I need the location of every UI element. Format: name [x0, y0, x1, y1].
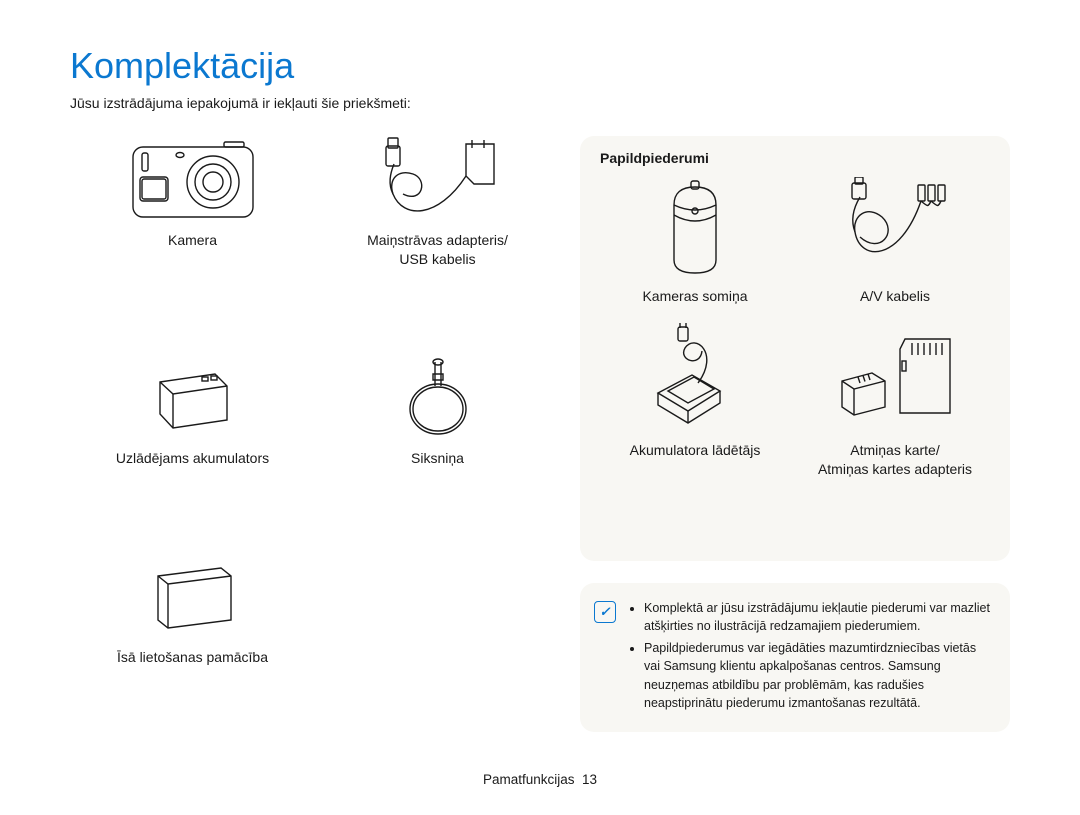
item-battery: Uzlādējams akumulators: [80, 354, 305, 533]
av-cable-label: A/V kabelis: [860, 287, 930, 306]
item-manual: Īsā lietošanas pamācība: [80, 553, 305, 732]
accessories-grid: Kameras somiņa: [600, 172, 990, 479]
acc-av-cable: A/V kabelis: [800, 172, 990, 306]
manual-label: Īsā lietošanas pamācība: [117, 648, 268, 667]
av-cable-icon: [840, 177, 950, 282]
included-items-grid: Kamera Maiņstrāvas adapteris/ USB kabe: [70, 136, 550, 732]
accessories-panel: Papildpiederumi: [580, 136, 1010, 561]
acc-memory-card: Atmiņas karte/ Atmiņas kartes adapteris: [800, 326, 990, 479]
strap-icon: [393, 354, 483, 449]
battery-icon: [145, 364, 240, 439]
content-area: Kamera Maiņstrāvas adapteris/ USB kabe: [70, 136, 1010, 732]
footer-section: Pamatfunkcijas: [483, 772, 575, 787]
pouch-label: Kameras somiņa: [642, 287, 747, 306]
item-camera: Kamera: [80, 136, 305, 334]
accessories-title: Papildpiederumi: [600, 150, 990, 166]
adapter-label: Maiņstrāvas adapteris/ USB kabelis: [367, 231, 508, 269]
right-column: Papildpiederumi: [580, 136, 1010, 732]
memory-card-label: Atmiņas karte/ Atmiņas kartes adapteris: [818, 441, 972, 479]
strap-label: Siksniņa: [411, 449, 464, 468]
notes-list: Komplektā ar jūsu izstrādājumu iekļautie…: [628, 599, 992, 716]
battery-label: Uzlādējams akumulators: [116, 449, 269, 468]
camera-label: Kamera: [168, 231, 217, 250]
footer-page-number: 13: [582, 772, 597, 787]
camera-icon: [128, 139, 258, 229]
item-adapter: Maiņstrāvas adapteris/ USB kabelis: [325, 136, 550, 334]
page-subtitle: Jūsu izstrādājuma iepakojumā ir iekļauti…: [70, 95, 1010, 111]
page-footer: Pamatfunkcijas 13: [0, 772, 1080, 787]
battery-charger-icon: [640, 323, 750, 443]
memory-card-icon: [830, 333, 960, 433]
notes-panel: ✓ Komplektā ar jūsu izstrādājumu iekļaut…: [580, 583, 1010, 732]
note-glyph: ✓: [600, 603, 611, 622]
camera-pouch-icon: [660, 175, 730, 285]
manual-icon: [143, 558, 243, 643]
acc-pouch: Kameras somiņa: [600, 172, 790, 306]
acc-charger: Akumulatora lādētājs: [600, 326, 790, 479]
charger-label: Akumulatora lādētājs: [630, 441, 761, 460]
note-bullet-2: Papildpiederumus var iegādāties mazumtir…: [644, 639, 992, 712]
item-strap: Siksniņa: [325, 354, 550, 533]
note-bullet-1: Komplektā ar jūsu izstrādājumu iekļautie…: [644, 599, 992, 635]
note-icon: ✓: [594, 601, 616, 623]
page-title: Komplektācija: [70, 45, 1010, 87]
adapter-usb-icon: [368, 134, 508, 234]
